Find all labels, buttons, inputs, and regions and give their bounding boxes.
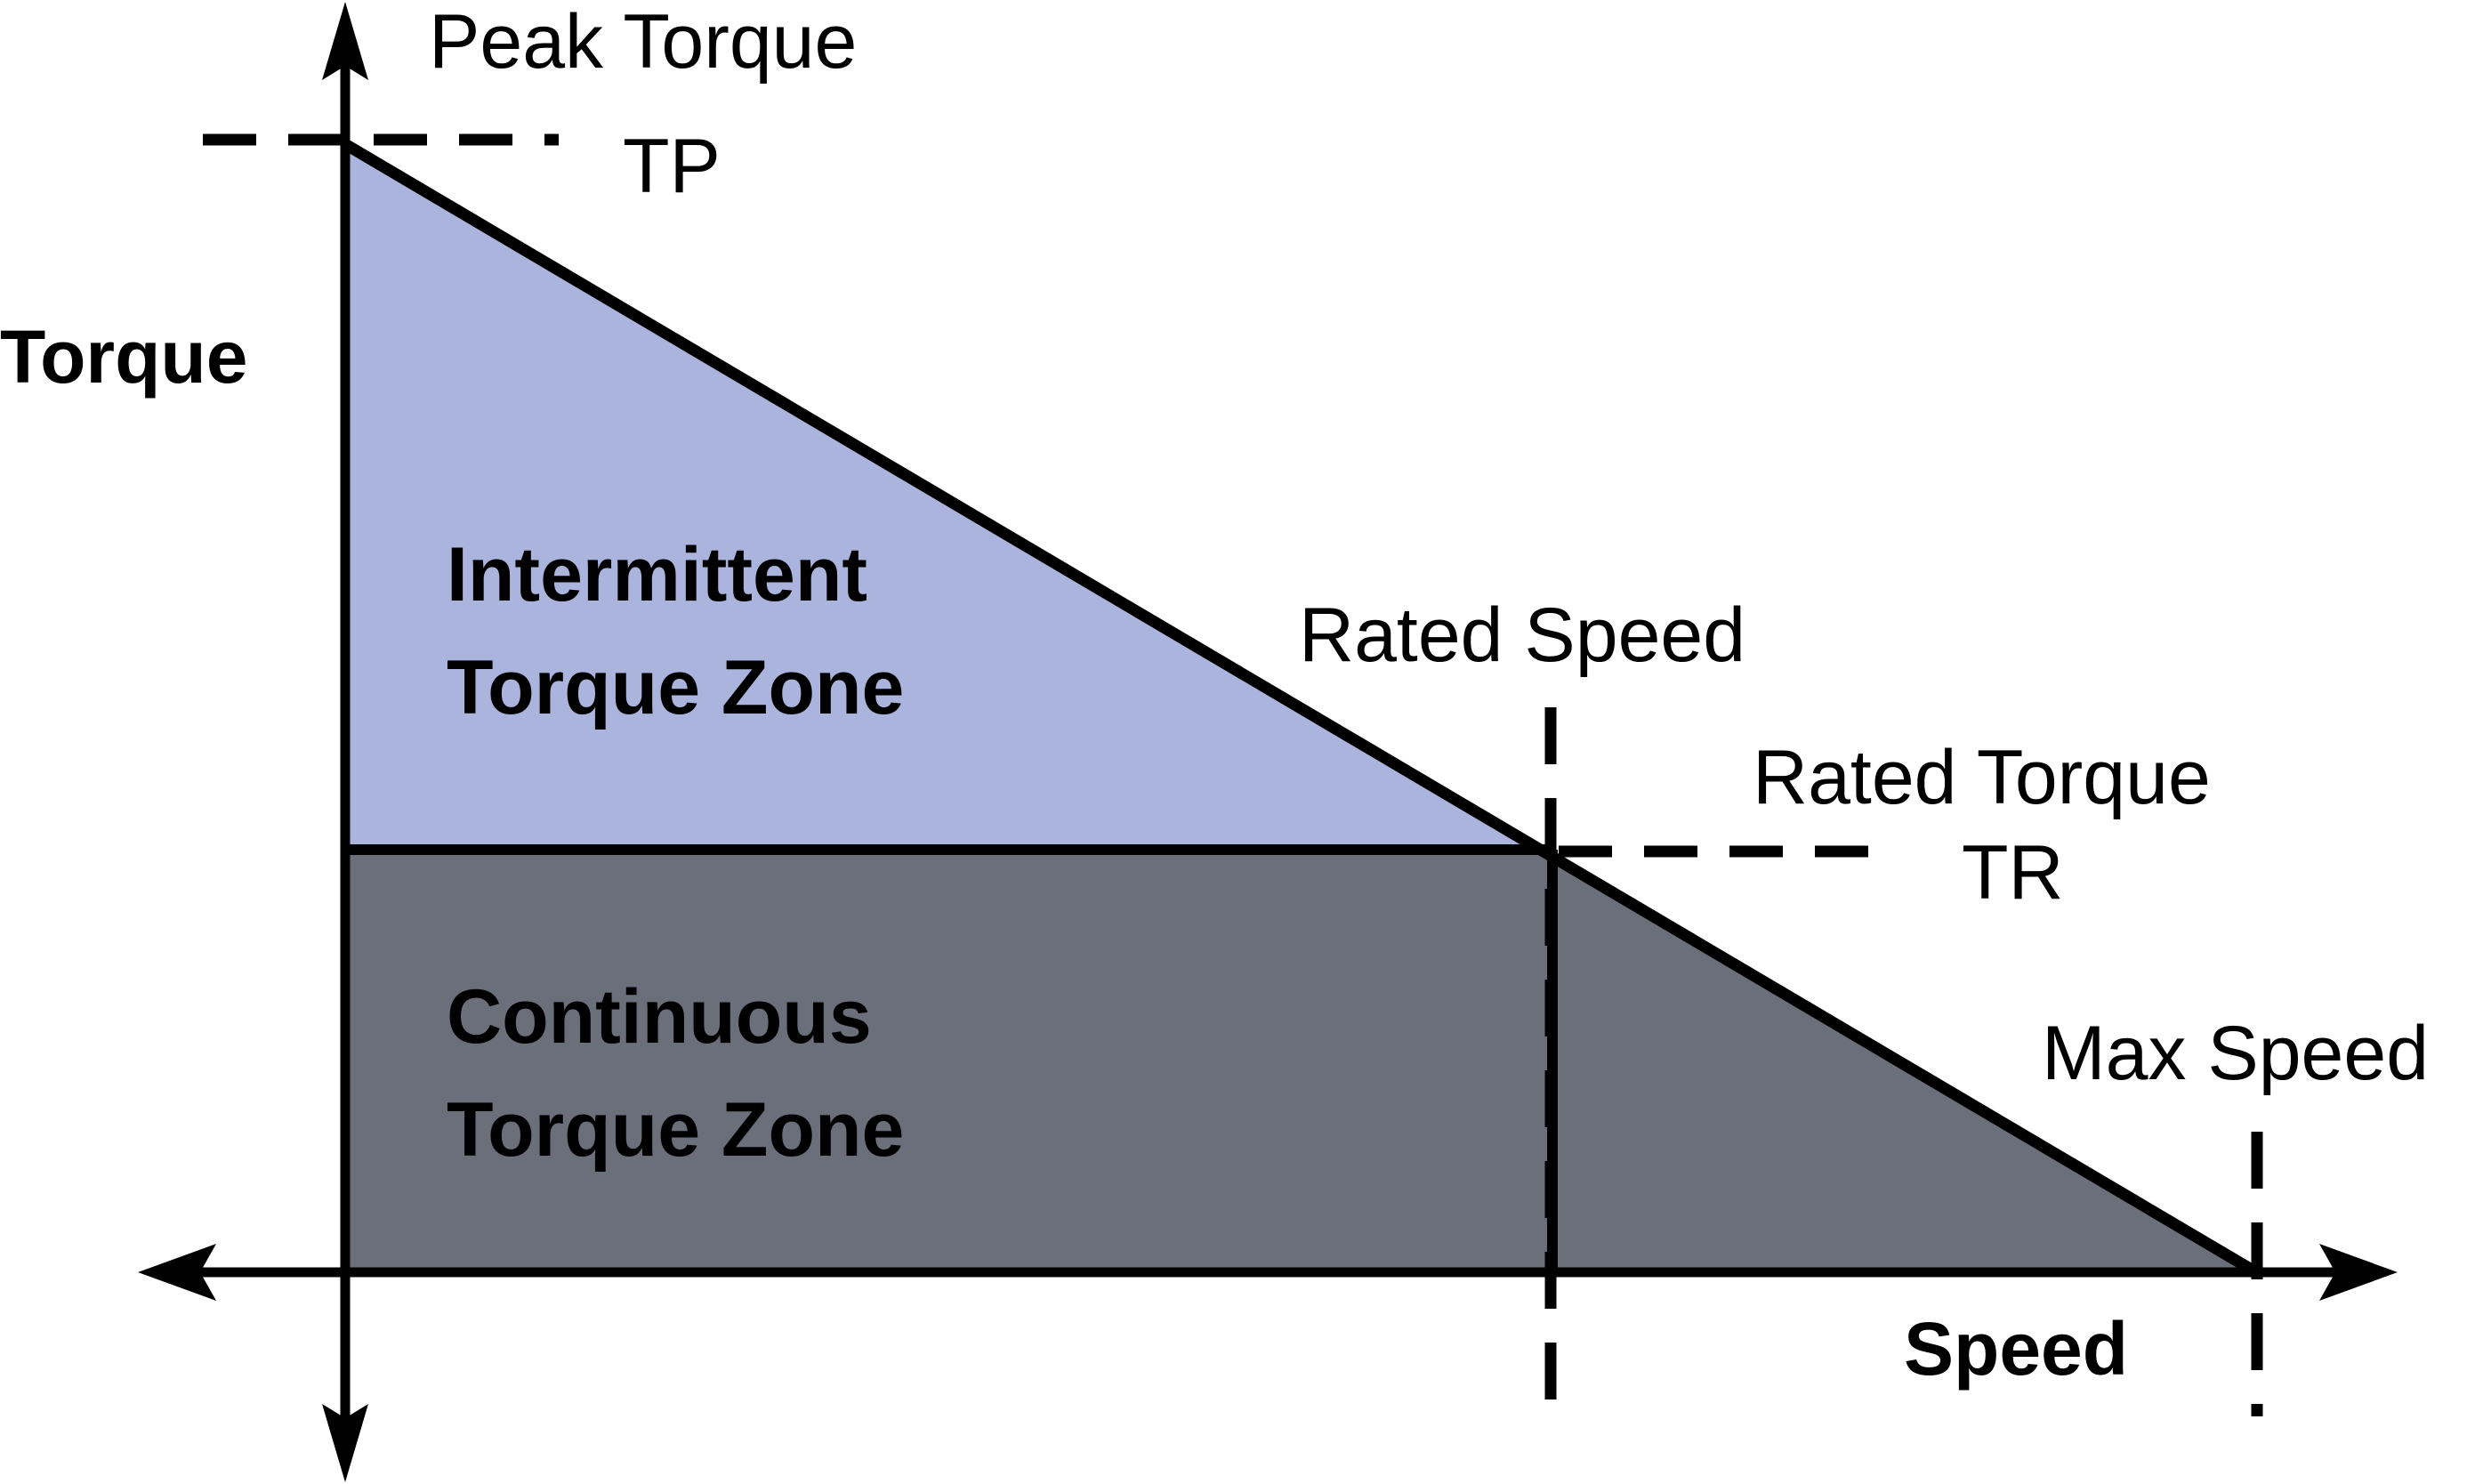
- continuous-torque-zone: [345, 850, 2256, 1272]
- peak-torque-symbol: TP: [623, 124, 721, 209]
- rated-speed-label: Rated Speed: [1299, 593, 1745, 678]
- continuous-zone-label-line2: Torque Zone: [447, 1087, 904, 1173]
- intermittent-zone-label-line2: Torque Zone: [447, 645, 904, 730]
- x-axis-label: Speed: [1904, 1307, 2128, 1391]
- x-axis-arrow-left-icon: [138, 1244, 216, 1301]
- torque-speed-curve: [342, 139, 2260, 1278]
- continuous-zone-label-line1: Continuous: [447, 974, 872, 1060]
- peak-torque-label: Peak Torque: [429, 0, 857, 85]
- y-axis-arrow-up-icon: [322, 2, 368, 80]
- intermittent-zone-label-line1: Intermittent: [447, 532, 867, 617]
- y-axis-label: Torque: [0, 315, 247, 399]
- x-axis-arrow-right-icon: [2319, 1244, 2398, 1301]
- rated-torque-symbol: TR: [1962, 830, 2064, 915]
- max-speed-label: Max Speed: [2042, 1011, 2429, 1096]
- y-axis-arrow-down-icon: [322, 1404, 368, 1482]
- rated-torque-label: Rated Torque: [1753, 735, 2211, 820]
